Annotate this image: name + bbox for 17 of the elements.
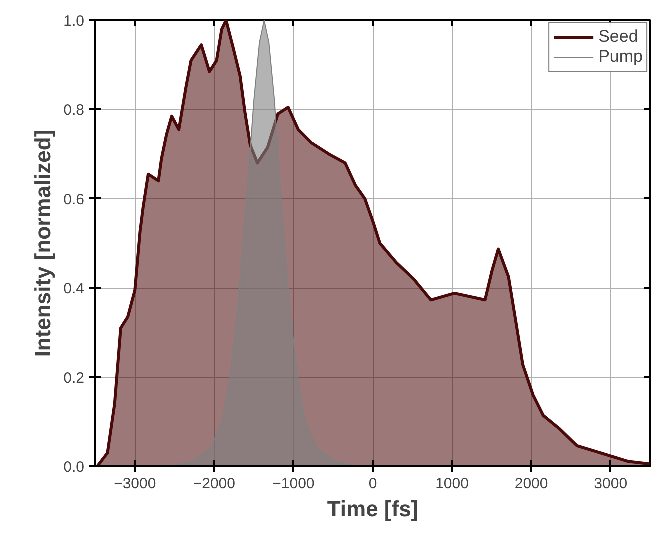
legend-label: Pump: [598, 47, 643, 67]
x-tick-label: −3000: [114, 476, 156, 492]
y-tick-label: 0.8: [64, 102, 85, 120]
x-tick-label: 1000: [436, 476, 469, 492]
x-axis-title: Time [fs]: [327, 496, 419, 522]
y-tick-label: 0.2: [64, 370, 85, 387]
x-tick-label: −1000: [272, 476, 315, 492]
y-tick-label: 0.4: [64, 280, 85, 298]
x-tick-label: 0: [368, 476, 378, 492]
x-tick-label: 3000: [594, 476, 628, 492]
y-tick-label: 1.0: [64, 13, 85, 30]
legend-label: Seed: [598, 27, 638, 47]
x-tick-label: −2000: [193, 476, 236, 492]
y-tick-label: 0.0: [64, 459, 85, 476]
y-tick-label: 0.6: [64, 191, 85, 208]
y-axis-title: Intensity [normalized]: [30, 130, 56, 358]
x-tick-label: 2000: [514, 476, 548, 492]
